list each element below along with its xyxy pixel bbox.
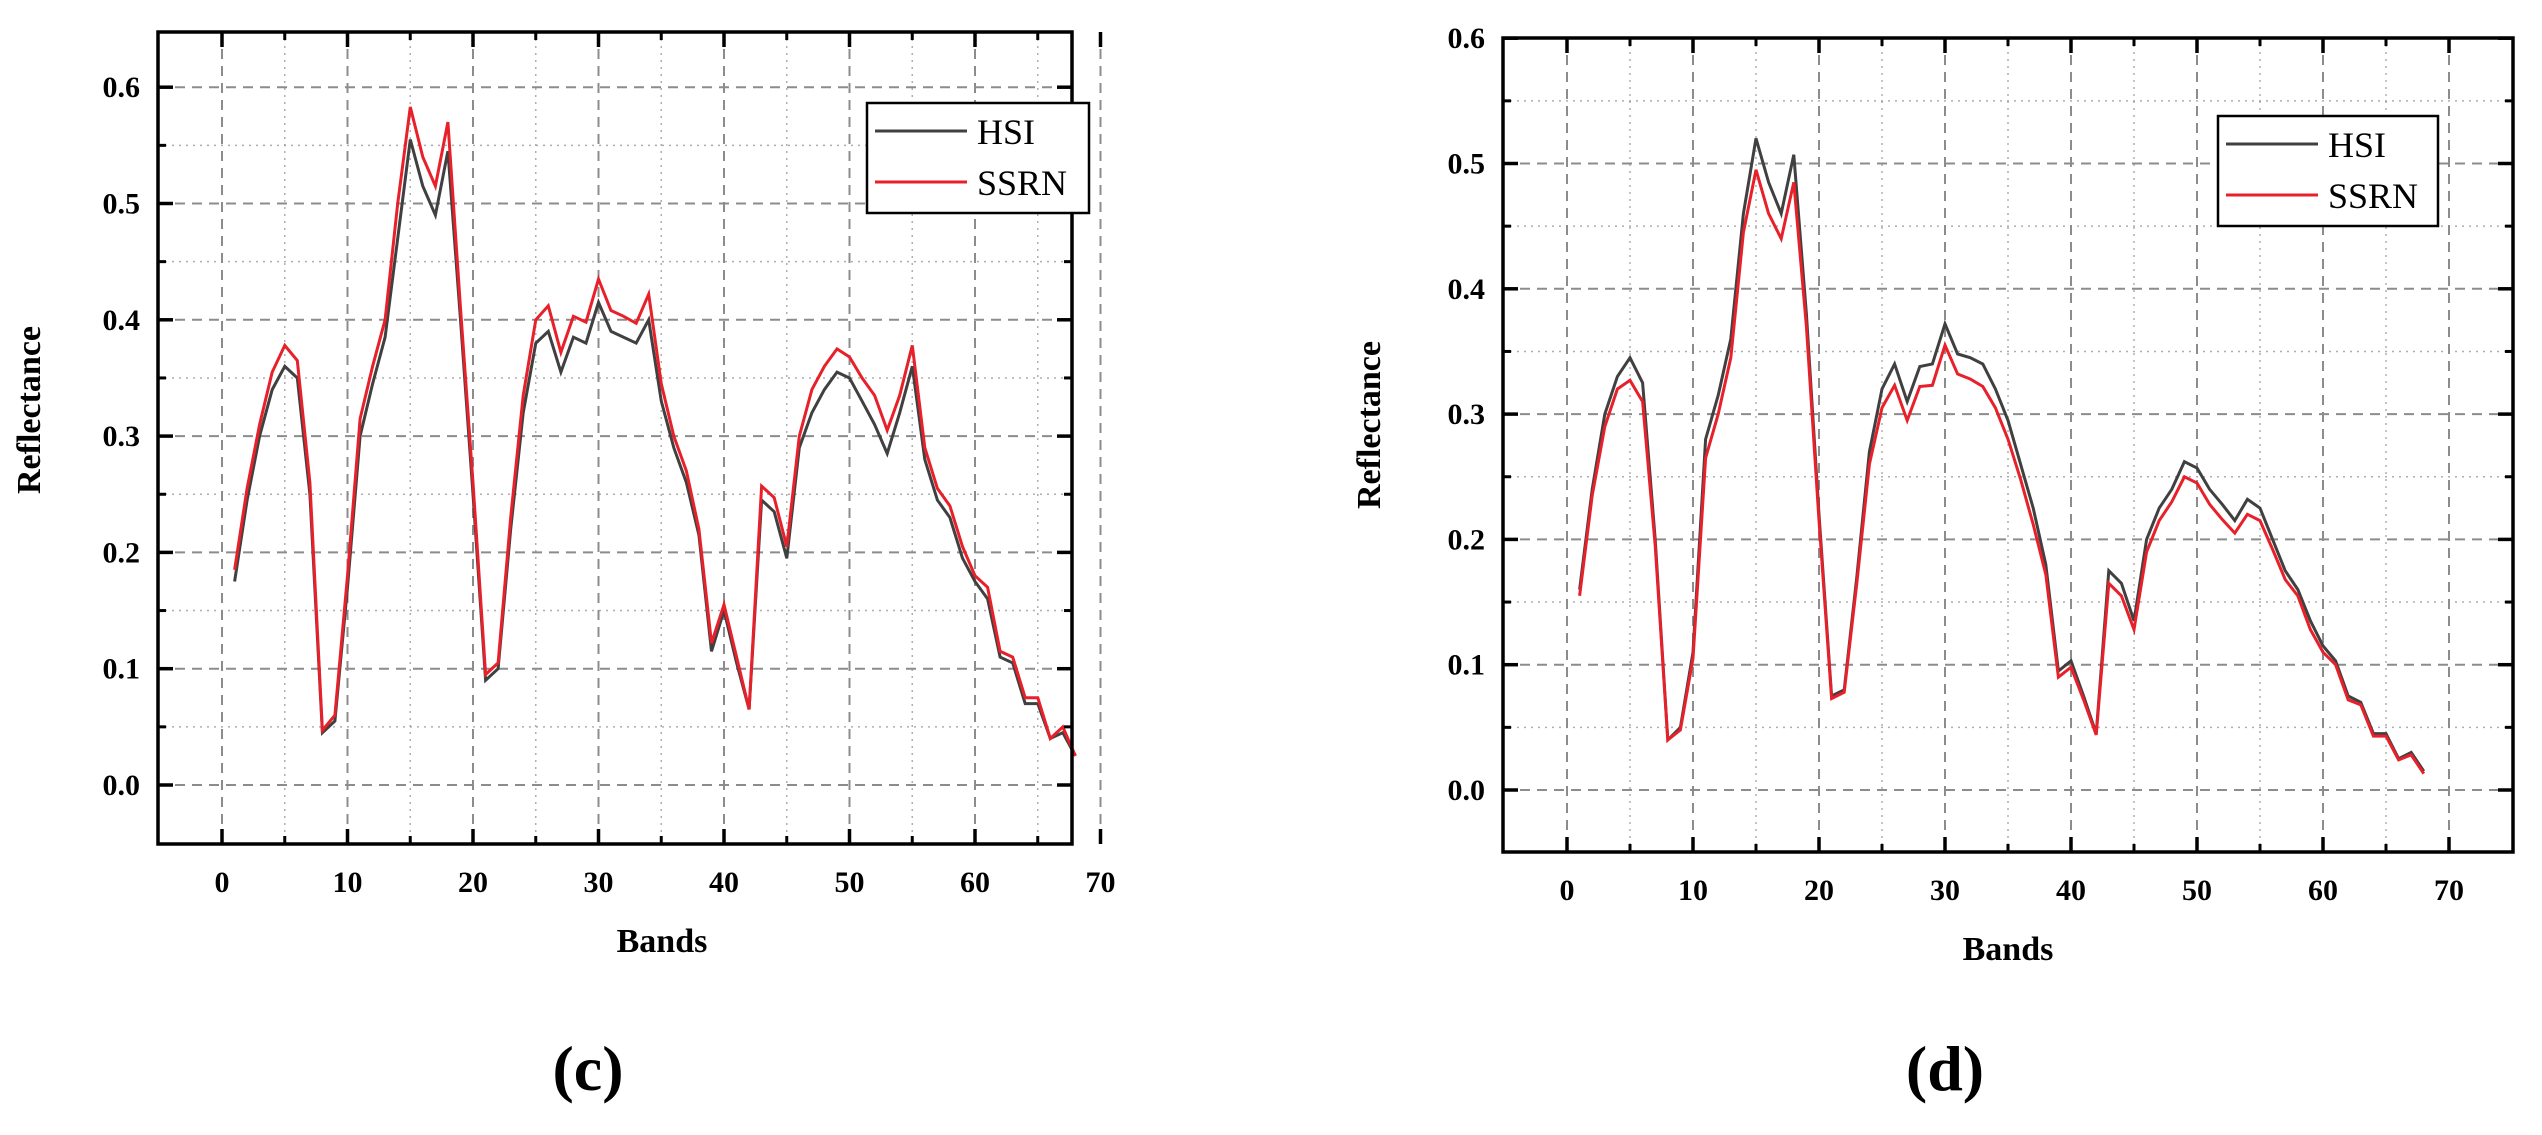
chart-panel-d: 0 10 20 30 40 50 60 70 0.0 0.1 0.2 0.3 0.4 0.5 0.6 Refl… [1270,0,2542,1135]
x-tick-label: 20 [458,866,488,899]
y-tick-label: 0.3 [1448,398,1486,431]
series-line-ssrn [233,106,1077,757]
plot-frame [156,30,1074,846]
y-tick-label: 0.6 [1448,22,1486,55]
x-axis-title: Bands [1963,931,2054,968]
y-tick-label: 0.2 [1448,523,1486,556]
x-tick-label: 0 [215,866,230,899]
series-line-hsi [1578,137,2426,773]
y-tick-label: 0.3 [103,420,141,453]
y-tick-label: 0.5 [1448,148,1486,181]
x-tick-label: 70 [1086,866,1116,899]
x-tick-label: 40 [709,866,739,899]
legend-label-hsi: HSI [977,112,1035,152]
x-tick-label: 10 [1678,874,1708,907]
y-tick-label: 0.5 [103,188,141,221]
y-tick-label: 0.0 [103,769,141,802]
y-tick-label: 0.6 [103,71,141,104]
y-tick-label: 0.1 [103,653,141,686]
panel-caption: (c) [552,1033,623,1104]
legend: HSI SSRN [865,101,1091,215]
x-tick-label: 30 [584,866,614,899]
x-tick-label: 20 [1804,874,1834,907]
grid [158,32,1102,844]
chart-panel-c: 0 10 20 30 40 50 60 70 0.0 0.1 0.2 0.3 0.4 0.5 0.6 Refl… [0,0,1200,1135]
panel-caption: (d) [1906,1033,1984,1104]
x-axis-title: Bands [617,923,708,960]
legend-label-ssrn: SSRN [2328,176,2418,216]
series-line-hsi [233,139,1077,757]
x-tick-label: 50 [835,866,865,899]
legend-label-hsi: HSI [2328,125,2386,165]
y-axis-title: Reflectance [1351,341,1388,509]
x-tick-label: 30 [1930,874,1960,907]
legend-label-ssrn: SSRN [977,163,1067,203]
y-tick-label: 0.4 [103,304,141,337]
x-tick-label: 10 [333,866,363,899]
x-tick-label: 60 [960,866,990,899]
y-tick-label: 0.2 [103,536,141,569]
legend: HSI SSRN [2216,114,2440,228]
series-line-ssrn [1578,169,2426,775]
axis-ticks [158,32,1103,844]
y-tick-label: 0.1 [1448,649,1486,682]
x-tick-label: 70 [2434,874,2464,907]
x-tick-label: 60 [2308,874,2338,907]
y-tick-label: 0.4 [1448,273,1486,306]
x-tick-label: 50 [2182,874,2212,907]
y-axis-title: Reflectance [11,326,48,494]
axis-ticks [1503,36,2513,852]
line-chart-d: 0 10 20 30 40 50 60 70 0.0 0.1 0.2 0.3 0.4 0.5 0.6 Refl… [1351,22,2515,1104]
x-tick-label: 40 [2056,874,2086,907]
x-tick-label: 0 [1560,874,1575,907]
y-tick-label: 0.0 [1448,774,1486,807]
line-chart-c: 0 10 20 30 40 50 60 70 0.0 0.1 0.2 0.3 0.4 0.5 0.6 Refl… [11,30,1116,1104]
